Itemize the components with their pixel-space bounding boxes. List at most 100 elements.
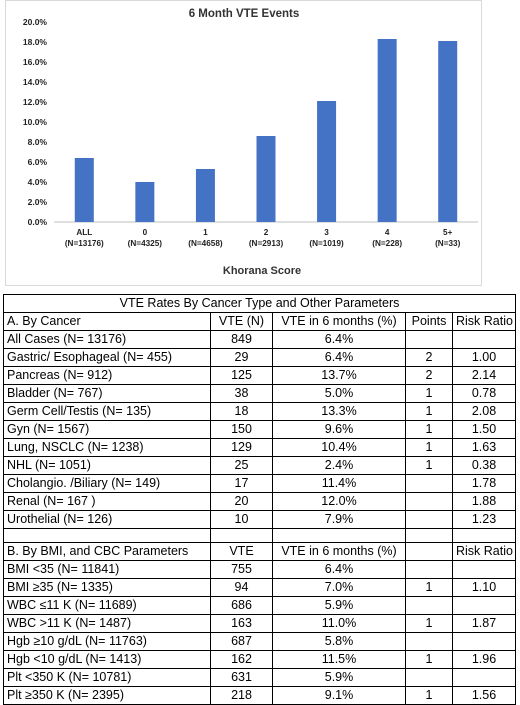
table-row: Urothelial (N= 126) 10 7.9% 1.23 [3,510,517,529]
table-header-row: B. By BMI, and CBC Parameters VTE VTE in 6… [3,542,517,561]
table-cell [451,632,517,651]
table-header-row: A. By Cancer VTE (N) VTE in 6 months (%) Po… [3,312,517,331]
table-cell: 162 [210,650,273,669]
table-cell: Gyn (N= 1567) [3,420,211,439]
table-cell: 6.4% [272,348,406,367]
table-row: Pancreas (N= 912) 125 13.7% 2 2.14 [3,366,517,385]
table-row: Renal (N= 167 ) 20 12.0% 1.88 [3,492,517,511]
table-cell: 1 [405,456,453,475]
table-cell: 218 [210,686,273,705]
bar-1 [195,169,215,222]
y-tick-label: 2.0% [28,197,48,207]
y-tick-label: 8.0% [28,137,48,147]
bar-0 [135,182,155,222]
table-cell: 1.63 [451,438,517,457]
bar-5 [438,41,458,222]
table-cell [451,330,517,349]
table-cell: 1 [405,438,453,457]
table-cell: 6.4% [272,560,406,579]
table-cell: 17 [210,474,273,493]
y-tick-label: 14.0% [23,77,48,87]
table-cell: Risk Ratio [451,312,517,331]
table-cell: 129 [210,438,273,457]
table-cell: 163 [210,614,273,633]
table-cell: 5.9% [272,668,406,687]
table-cell: WBC >11 K (N= 1487) [3,614,211,633]
chart-panel: 6 Month VTE Events 0.0% 2.0% 4.0% 6.0% 8.0% 1… [5,0,482,286]
table-row: Gastric/ Esophageal (N= 455) 29 6.4% 2 1.00 [3,348,517,367]
table-row: Hgb ≥10 g/dL (N= 11763) 687 5.8% [3,632,517,651]
table-cell: 1 [405,384,453,403]
table-cell: 13.7% [272,366,406,385]
table-cell: 2.4% [272,456,406,475]
y-tick-label: 4.0% [28,177,48,187]
table-cell [405,668,453,687]
table-cell: B. By BMI, and CBC Parameters [3,542,211,561]
table-cell [451,668,517,687]
bar-2 [256,136,276,222]
table-cell: 9.1% [272,686,406,705]
table-row: Bladder (N= 767) 38 5.0% 1 0.78 [3,384,517,403]
table-cell: Gastric/ Esophageal (N= 455) [3,348,211,367]
y-tick-label: 16.0% [23,57,48,67]
table-cell: 9.6% [272,420,406,439]
y-tick-label: 20.0% [23,17,48,27]
x-tick-count-label: (N=13176) [65,239,104,248]
x-tick-label: 3 [324,228,329,237]
x-tick-count-label: (N=1019) [309,239,344,248]
table-cell: 849 [210,330,273,349]
table-cell: 5.0% [272,384,406,403]
y-tick-label: 18.0% [23,37,48,47]
table-cell: 10.4% [272,438,406,457]
table-cell: 1 [405,420,453,439]
table-cell: 25 [210,456,273,475]
table-cell: 687 [210,632,273,651]
table-row: Gyn (N= 1567) 150 9.6% 1 1.50 [3,420,517,439]
table-cell: 1 [405,686,453,705]
table-cell: 94 [210,578,273,597]
table-cell: 11.5% [272,650,406,669]
table-cell: 1.96 [451,650,517,669]
chart-title: 6 Month VTE Events [189,8,300,20]
table-cell: 686 [210,596,273,615]
x-tick-label: 5+ [443,228,453,237]
table-cell: Renal (N= 167 ) [3,492,211,511]
table-cell: 5.8% [272,632,406,651]
table-caption: VTE Rates By Cancer Type and Other Param… [2,294,517,313]
table-cell: 125 [210,366,273,385]
table-row: BMI ≥35 (N= 1335) 94 7.0% 1 1.10 [3,578,517,597]
table-cell: 2 [405,366,453,385]
table-cell: BMI <35 (N= 11841) [3,560,211,579]
table-cell: Pancreas (N= 912) [3,366,211,385]
table-row: Lung, NSCLC (N= 1238) 129 10.4% 1 1.63 [3,438,517,457]
table-cell: Urothelial (N= 126) [3,510,211,529]
table-cell: 11.0% [272,614,406,633]
table-row: NHL (N= 1051) 25 2.4% 1 0.38 [3,456,517,475]
table-cell: 2 [405,348,453,367]
table-cell: 1.88 [451,492,517,511]
table-row: Germ Cell/Testis (N= 135) 18 13.3% 1 2.08 [3,402,517,421]
table-cell [405,330,453,349]
table-cell: WBC ≤11 K (N= 11689) [3,596,211,615]
table-cell: 2.14 [451,366,517,385]
table-cell: 11.4% [272,474,406,493]
bar-4 [377,39,397,222]
x-tick-count-label: (N=228) [372,239,402,248]
spacer-cell [3,528,211,543]
vte-bar-chart: 6 Month VTE Events 0.0% 2.0% 4.0% 6.0% 8.0% 1… [23,8,478,277]
table-cell: Germ Cell/Testis (N= 135) [3,402,211,421]
table-cell [405,542,453,561]
table-cell: Bladder (N= 767) [3,384,211,403]
table-cell: 1.50 [451,420,517,439]
table-row: All Cases (N= 13176) 849 6.4% [3,330,517,349]
table-cell: Hgb <10 g/dL (N= 1413) [3,650,211,669]
table-cell: 20 [210,492,273,511]
table-cell: 0.78 [451,384,517,403]
table-cell: BMI ≥35 (N= 1335) [3,578,211,597]
table-row: Plt ≥350 K (N= 2395) 218 9.1% 1 1.56 [3,686,517,705]
table-cell: 2.08 [451,402,517,421]
y-tick-label: 12.0% [23,97,48,107]
table-cell: 7.9% [272,510,406,529]
table-cell: 38 [210,384,273,403]
y-tick-label: 6.0% [28,157,48,167]
